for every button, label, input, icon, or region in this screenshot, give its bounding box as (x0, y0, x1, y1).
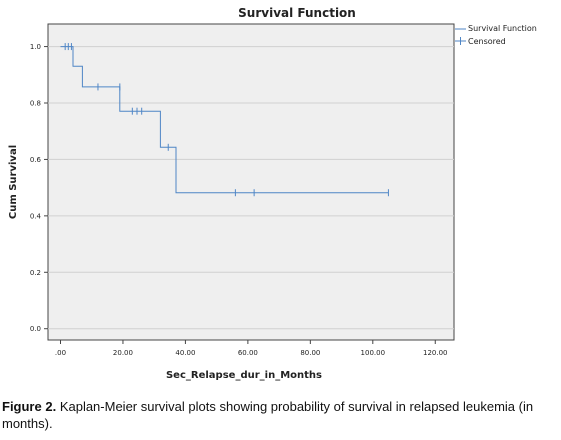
x-tick-label: 40.00 (175, 349, 195, 357)
y-tick-label: 0.0 (30, 325, 41, 333)
legend-censored-label: Censored (468, 37, 506, 46)
figure-caption: Figure 2. Kaplan-Meier survival plots sh… (2, 398, 558, 432)
grid-lines (48, 46, 454, 330)
y-axis-label: Cum Survival (8, 145, 19, 219)
legend-survival-label: Survival Function (468, 24, 537, 33)
x-axis: .00 20.00 40.00 60.00 80.00 100.00 120.00 (55, 340, 448, 357)
plot-area (47, 23, 455, 341)
caption-text: Kaplan-Meier survival plots showing prob… (2, 399, 534, 431)
y-tick-label: 0.6 (30, 156, 42, 164)
legend: Survival Function Censored (455, 24, 537, 46)
y-tick-label: 0.4 (30, 212, 42, 220)
survival-function-line (60, 46, 389, 194)
y-tick-label: 0.8 (30, 100, 41, 108)
x-tick-label: 20.00 (113, 349, 133, 357)
series-layer (60, 43, 389, 197)
x-tick-label: 100.00 (361, 349, 386, 357)
y-tick-label: 0.2 (30, 269, 41, 277)
chart-title: Survival Function (238, 6, 356, 20)
y-axis: 0.0 0.2 0.4 0.6 0.8 1.0 (30, 43, 48, 333)
x-tick-label: 60.00 (238, 349, 258, 357)
x-axis-label: Sec_Relapse_dur_in_Months (166, 370, 322, 381)
y-tick-label: 1.0 (30, 43, 41, 51)
x-tick-label: .00 (55, 349, 66, 357)
x-tick-label: 80.00 (300, 349, 320, 357)
caption-label: Figure 2. (2, 399, 57, 414)
x-tick-label: 120.00 (423, 349, 448, 357)
